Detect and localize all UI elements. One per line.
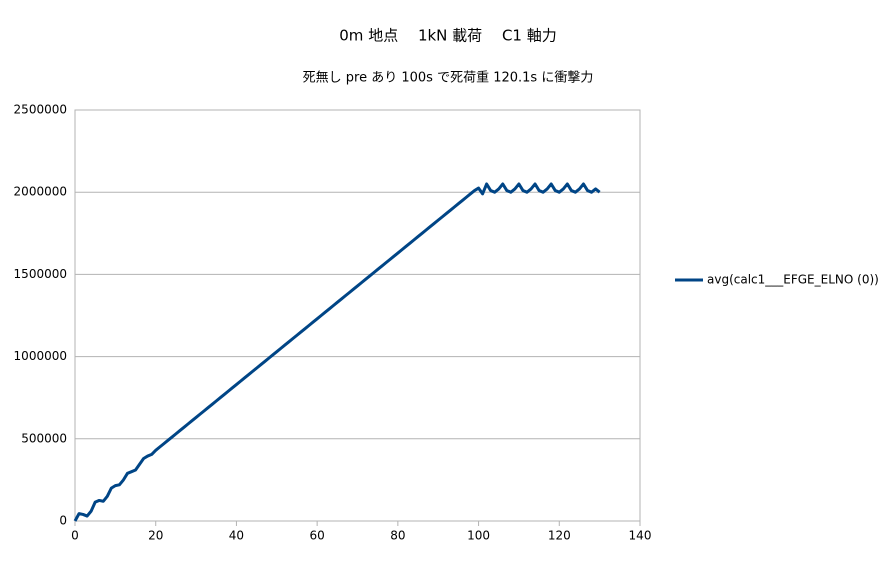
legend-label: avg(calc1___EFGE_ELNO (0)) — [707, 273, 879, 287]
x-tick-label: 140 — [629, 529, 652, 543]
chart-subtitle: 死無し pre あり 100s で死荷重 120.1s に衝撃力 — [303, 70, 594, 86]
y-tick-label: 1500000 — [14, 267, 67, 281]
y-tick-label: 2500000 — [14, 103, 67, 117]
data-line — [73, 182, 601, 522]
plot-frame — [74, 109, 641, 522]
x-tick-label: 120 — [548, 529, 571, 543]
x-tick-label: 80 — [390, 529, 405, 543]
chart-title: 0m 地点 1kN 載荷 C1 軸力 — [339, 27, 556, 45]
x-tick-label: 100 — [467, 529, 490, 543]
y-tick-label: 1000000 — [14, 349, 67, 363]
x-tick-label: 20 — [148, 529, 163, 543]
x-tick-label: 40 — [229, 529, 244, 543]
x-tick-label: 0 — [71, 529, 79, 543]
x-tick-label: 60 — [310, 529, 325, 543]
y-tick-label: 500000 — [21, 431, 67, 445]
y-tick-label: 0 — [59, 514, 67, 528]
y-tick-label: 2000000 — [14, 185, 67, 199]
